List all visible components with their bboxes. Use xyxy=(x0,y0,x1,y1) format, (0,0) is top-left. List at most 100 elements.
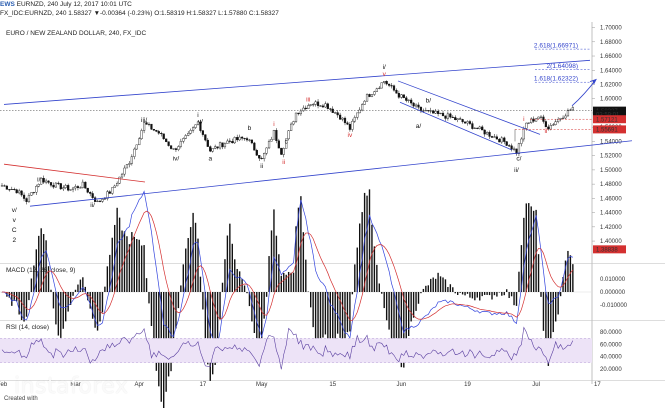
macd-bar xyxy=(339,292,341,338)
candle-body xyxy=(245,138,249,141)
wave-label: ii xyxy=(282,159,285,166)
x-tick-label: May xyxy=(256,382,267,388)
macd-bar xyxy=(101,292,104,313)
candle-body xyxy=(537,116,540,120)
candle xyxy=(392,84,396,92)
candle-body xyxy=(255,150,258,156)
candle-body xyxy=(356,112,359,118)
candle xyxy=(106,190,109,201)
macd-bar xyxy=(50,289,52,292)
macd-bar xyxy=(449,284,452,292)
candle-body xyxy=(106,191,109,199)
macd-bar xyxy=(114,224,116,292)
candle-body xyxy=(498,138,501,143)
candle-body xyxy=(91,193,94,198)
candle-body xyxy=(27,195,31,202)
macd-bar xyxy=(454,292,456,294)
macd-bar xyxy=(324,292,327,335)
candle-body xyxy=(267,140,271,149)
candle-body xyxy=(400,94,403,98)
candle-body xyxy=(571,107,574,111)
candle xyxy=(172,148,175,150)
candle-body xyxy=(165,138,168,142)
candle-body xyxy=(508,145,511,147)
candle-body xyxy=(505,141,508,146)
candle xyxy=(118,176,121,185)
y-tick-label: 1.62000 xyxy=(600,82,622,88)
candle xyxy=(226,138,229,144)
wave-label: a xyxy=(208,156,212,163)
candle xyxy=(495,134,498,140)
macd-bar xyxy=(79,279,82,292)
macd-bar xyxy=(33,265,35,292)
macd-bar xyxy=(275,235,278,292)
macd-bar xyxy=(187,238,189,292)
candle-body xyxy=(204,134,207,141)
wave-label: i xyxy=(197,112,198,119)
candle xyxy=(240,135,244,141)
macd-bar xyxy=(238,271,241,292)
candle xyxy=(535,118,538,122)
candle-body xyxy=(361,104,364,111)
candle-body xyxy=(111,187,114,194)
macd-bar xyxy=(459,292,461,293)
macd-bar xyxy=(47,266,50,292)
candle xyxy=(101,198,104,203)
candle-body xyxy=(287,130,290,140)
candle xyxy=(125,164,129,169)
candle-body xyxy=(250,139,253,144)
macd-bar xyxy=(177,292,180,309)
candle-body xyxy=(385,81,388,85)
candle-body xyxy=(459,118,462,120)
macd-bar xyxy=(45,240,47,292)
candle-body xyxy=(277,140,280,149)
macd-bar xyxy=(273,209,275,292)
candle xyxy=(412,102,415,108)
candle xyxy=(527,122,530,125)
macd-bar xyxy=(231,243,233,292)
candle xyxy=(282,147,285,158)
candle-body xyxy=(503,137,506,142)
macd-bar xyxy=(388,292,390,330)
candle-body xyxy=(419,107,423,111)
candle-body xyxy=(290,123,293,131)
candle xyxy=(441,110,445,117)
macd-bar xyxy=(412,292,415,318)
macd-bar xyxy=(427,285,429,292)
macd-bar xyxy=(503,292,505,296)
y-tick-label: 1.48000 xyxy=(600,182,622,188)
candle-body xyxy=(216,146,219,149)
macd-bar xyxy=(381,292,383,294)
candle xyxy=(243,137,246,141)
candle-body xyxy=(243,138,246,140)
y-tick-label: 1.60000 xyxy=(600,97,622,103)
candle xyxy=(113,184,116,188)
candle-body xyxy=(8,189,11,191)
candle xyxy=(449,112,452,119)
macd-bar xyxy=(532,210,535,292)
macd-bar xyxy=(305,259,307,292)
macd-signal-line xyxy=(1,210,574,321)
candle xyxy=(120,172,124,179)
candle-body xyxy=(466,121,469,124)
macd-bar xyxy=(153,292,155,354)
macd-bar xyxy=(246,292,248,294)
candle xyxy=(468,119,472,126)
macd-bar xyxy=(525,203,527,292)
macd-bar xyxy=(518,271,520,292)
candle-body xyxy=(113,185,116,188)
candle-body xyxy=(520,138,523,144)
macd-bar xyxy=(319,292,322,345)
macd-bar xyxy=(20,292,23,320)
candle xyxy=(454,115,457,121)
candle xyxy=(358,107,361,114)
candle-body xyxy=(334,112,337,114)
macd-bar xyxy=(469,292,471,298)
candle xyxy=(365,93,369,102)
macd-bar xyxy=(336,292,339,334)
rsi-tick-label: 60.0000 xyxy=(600,342,622,348)
macd-bar xyxy=(363,192,366,292)
macd-bar xyxy=(62,292,64,329)
macd-bar xyxy=(354,264,356,292)
candle-body xyxy=(353,117,356,122)
